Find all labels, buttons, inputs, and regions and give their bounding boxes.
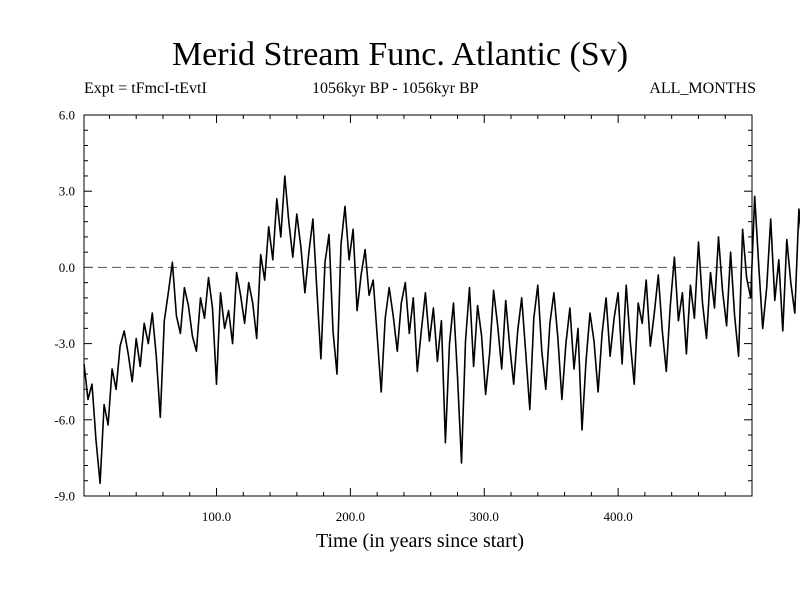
y-tick-label: 0.0 — [59, 260, 75, 275]
experiment-label: Expt = tFmcI-tEvtI — [84, 80, 207, 97]
x-tick-label: 400.0 — [604, 509, 633, 524]
plot-area-frame — [83, 114, 753, 497]
x-tick-label: 300.0 — [470, 509, 499, 524]
y-tick-label: -3.0 — [54, 336, 75, 351]
months-label: ALL_MONTHS — [649, 80, 756, 97]
x-tick-label: 200.0 — [336, 509, 365, 524]
y-tick-label: -9.0 — [54, 489, 75, 504]
y-tick-label: 6.0 — [59, 108, 75, 123]
y-tick-label: -6.0 — [54, 412, 75, 427]
chart-title: Merid Stream Func. Atlantic (Sv) — [171, 36, 629, 73]
x-tick-label: 100.0 — [202, 509, 231, 524]
y-tick-label: 3.0 — [59, 184, 75, 199]
x-axis-label: Time (in years since start) — [315, 530, 525, 552]
period-label: 1056kyr BP - 1056kyr BP — [312, 80, 479, 97]
series-line-1 — [83, 175, 800, 485]
